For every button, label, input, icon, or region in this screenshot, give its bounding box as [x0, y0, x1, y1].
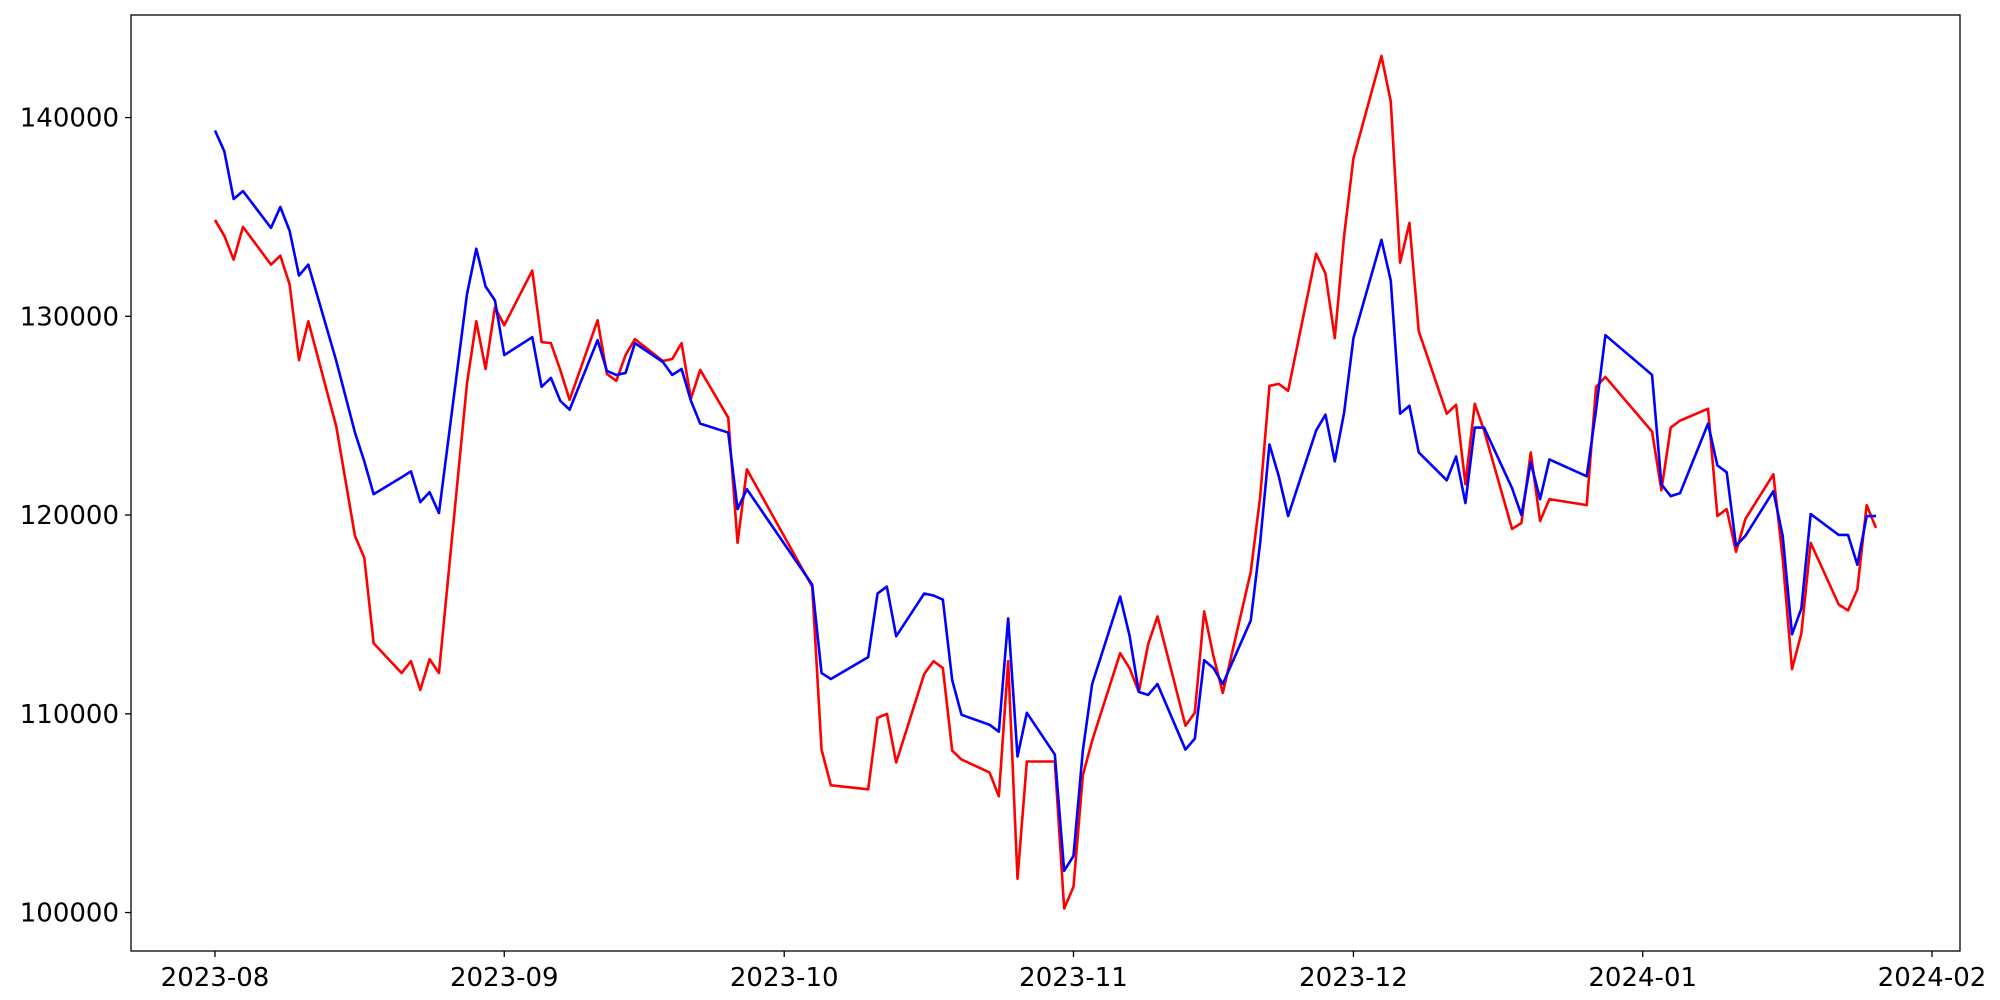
series-line: [213, 54, 1878, 910]
x-tick-label: 2023-11: [1019, 963, 1128, 993]
x-tick-label: 2024-01: [1588, 963, 1697, 993]
plot-frame: [130, 14, 1961, 952]
x-tick-label: 2023-12: [1299, 963, 1408, 993]
x-tick-label: 2023-10: [730, 963, 839, 993]
y-tick-label: 140000: [20, 104, 119, 134]
y-tick-label: 110000: [20, 700, 119, 730]
x-tick-label: 2023-08: [161, 963, 270, 993]
series-line: [213, 129, 1877, 873]
x-tick-label: 2023-09: [450, 963, 559, 993]
y-tick-label: 130000: [20, 302, 119, 332]
y-tick-label: 120000: [20, 501, 119, 531]
x-tick-label: 2024-02: [1878, 963, 1987, 993]
y-tick-label: 100000: [20, 899, 119, 929]
